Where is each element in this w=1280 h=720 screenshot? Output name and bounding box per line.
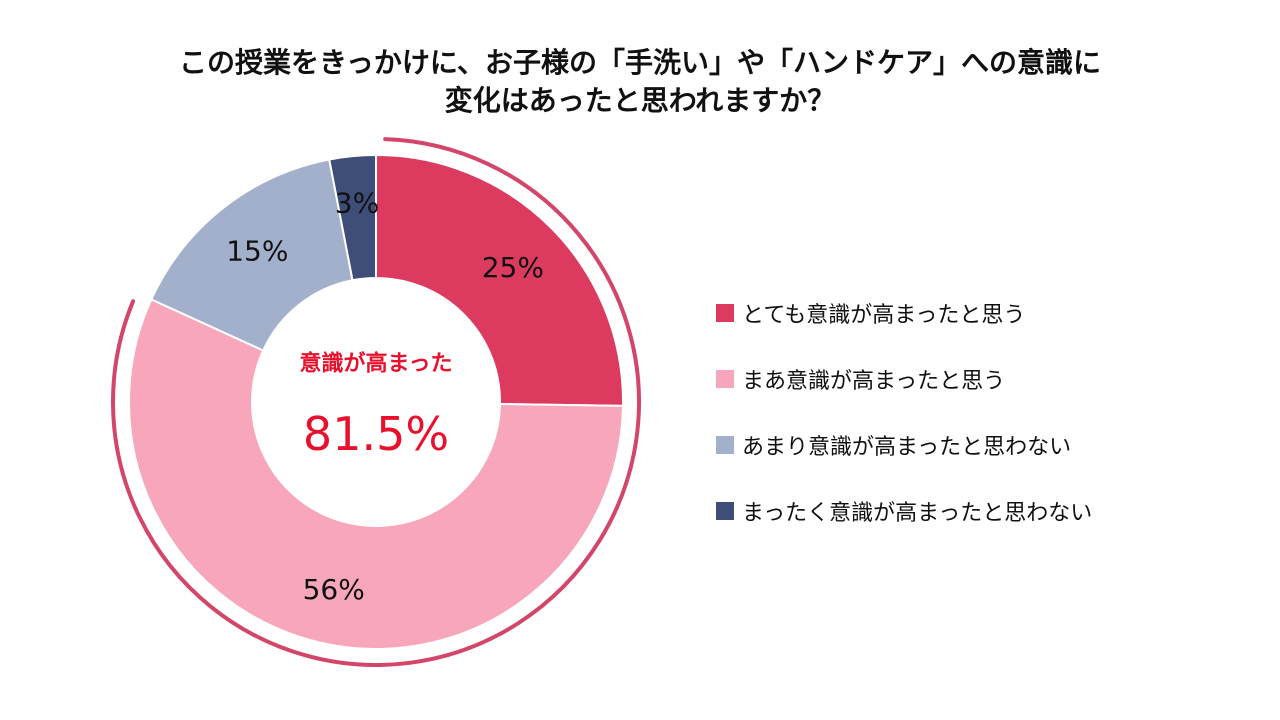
legend-swatch-very-much [716, 304, 734, 322]
legend-item-somewhat: まあ意識が高まったと思う [716, 364, 1092, 394]
legend-swatch-not-much [716, 436, 734, 454]
slice-somewhat [128, 298, 624, 650]
slice-very-much [375, 153, 624, 407]
data-label-very-much: 25% [482, 251, 544, 284]
chart-title-line-1: この授業をきっかけに、お子様の「手洗い」や「ハンドケア」への意識に [178, 46, 1102, 79]
slice-not-at-all [328, 153, 377, 282]
center-label: 意識が高まった [299, 351, 452, 377]
slice-not-much [149, 158, 354, 352]
center-value: 81.5% [303, 407, 449, 461]
legend-swatch-not-at-all [716, 502, 734, 520]
chart-title-line-2: 変化はあったと思われますか？ [444, 84, 836, 117]
legend-item-very-much: とても意識が高まったと思う [716, 298, 1092, 328]
data-label-not-at-all: 3% [335, 186, 379, 219]
data-label-somewhat: 56% [303, 573, 365, 606]
highlight-ring [111, 137, 641, 667]
legend: とても意識が高まったと思う まあ意識が高まったと思う あまり意識が高まったと思わ… [716, 298, 1092, 562]
data-label-not-much: 15% [226, 235, 288, 268]
legend-label-very-much: とても意識が高まったと思う [742, 303, 1026, 328]
legend-label-not-at-all: まったく意識が高まったと思わない [742, 501, 1093, 526]
legend-item-not-at-all: まったく意識が高まったと思わない [716, 496, 1092, 526]
legend-label-somewhat: まあ意識が高まったと思う [742, 369, 1006, 394]
chart-title: この授業をきっかけに、お子様の「手洗い」や「ハンドケア」への意識に 変化はあった… [0, 44, 1280, 120]
legend-label-not-much: あまり意識が高まったと思わない [742, 435, 1072, 460]
legend-item-not-much: あまり意識が高まったと思わない [716, 430, 1092, 460]
legend-swatch-somewhat [716, 370, 734, 388]
